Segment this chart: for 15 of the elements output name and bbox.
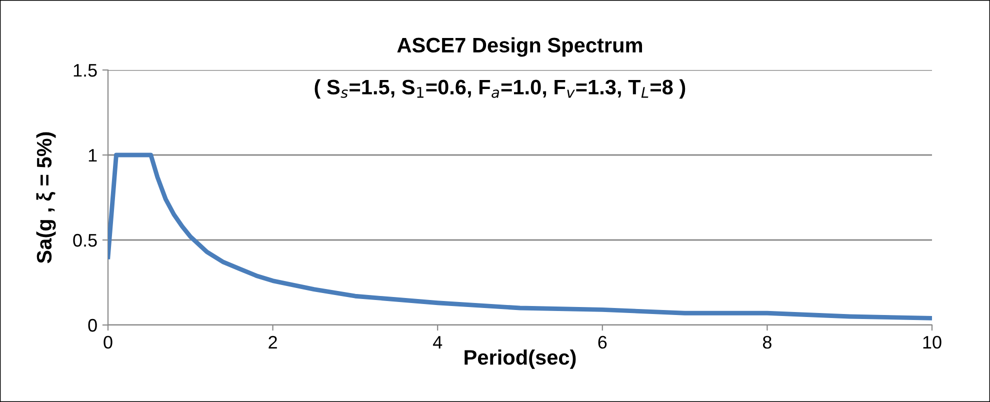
- x-axis-title: Period(sec): [464, 349, 576, 369]
- x-tick-label: 2: [268, 336, 277, 348]
- y-tick-label: 1.5: [74, 64, 97, 77]
- y-tick-label: 0.5: [73, 234, 97, 247]
- x-tick-label: 10: [923, 336, 942, 349]
- x-tick-label: 4: [432, 336, 442, 348]
- x-tick-label: 0: [104, 336, 112, 349]
- chart-title: ASCE7 Design Spectrum: [397, 37, 642, 57]
- line-series: [108, 152, 932, 320]
- x-tick-label: 8: [762, 336, 772, 349]
- y-tick-label: 1: [88, 149, 97, 162]
- x-tick-label: 6: [598, 336, 607, 349]
- y-tick-label: 0: [88, 318, 97, 332]
- y-axis-title: Sa(g , ξ = 5%): [36, 132, 56, 264]
- text: ( S$_{s}$=1.5, S$_{1}$=0.6, F$_{a}$=1.0, F$_{v}$=1.3, T$_{L}$=8 ): [314, 79, 686, 99]
